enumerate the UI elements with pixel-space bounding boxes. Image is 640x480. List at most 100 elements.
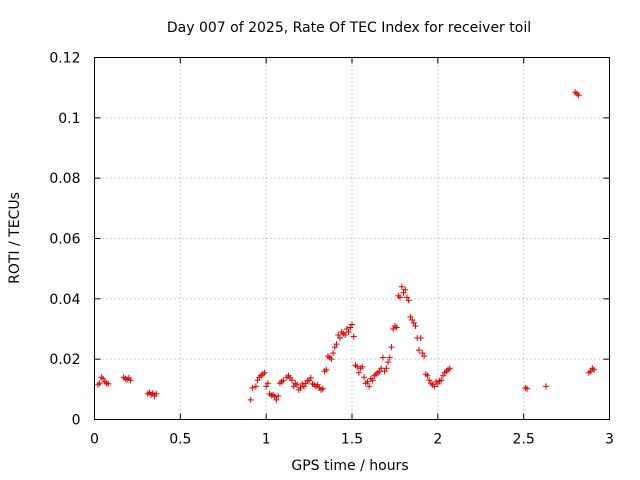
data-point — [400, 289, 407, 296]
data-point — [438, 377, 445, 384]
x-tick-label: 1 — [262, 432, 271, 448]
data-point — [149, 389, 156, 396]
y-tick-label: 0.12 — [49, 51, 80, 67]
data-point — [403, 294, 410, 301]
data-point — [386, 354, 393, 361]
data-point — [345, 329, 352, 336]
data-point — [424, 372, 431, 379]
data-point — [300, 383, 307, 390]
x-tick-label: 0.5 — [169, 432, 191, 448]
data-point — [419, 350, 426, 357]
y-tick-label: 0.02 — [49, 352, 80, 368]
data-point — [294, 381, 301, 388]
data-point — [439, 372, 446, 379]
y-tick-label: 0.08 — [49, 171, 80, 187]
data-point — [434, 380, 441, 387]
data-point — [297, 384, 304, 391]
data-point — [383, 365, 390, 372]
data-point — [431, 383, 438, 390]
data-point — [446, 365, 453, 372]
data-point — [591, 366, 598, 373]
y-axis-label: ROTI / TECUs — [7, 192, 23, 284]
data-point — [421, 353, 428, 360]
data-point — [412, 322, 419, 329]
data-point — [252, 383, 259, 390]
data-point — [264, 380, 271, 387]
data-point — [249, 384, 256, 391]
data-point — [542, 383, 549, 390]
data-point — [376, 368, 383, 375]
data-point — [342, 332, 349, 339]
data-point — [343, 326, 350, 332]
data-point — [271, 393, 278, 400]
data-point — [388, 344, 395, 351]
y-tick-label: 0 — [72, 413, 81, 429]
data-point — [381, 368, 388, 375]
data-point — [280, 377, 287, 384]
data-point — [335, 332, 342, 339]
data-point — [347, 324, 354, 331]
data-point — [328, 356, 335, 363]
data-point — [323, 366, 330, 373]
data-point — [385, 359, 392, 366]
data-point — [349, 321, 355, 328]
grid-lines — [94, 57, 610, 420]
data-point — [336, 335, 343, 342]
data-point — [390, 326, 397, 332]
data-point — [369, 377, 376, 384]
x-tick-label: 1.5 — [341, 432, 363, 448]
data-point — [378, 365, 385, 372]
data-point — [350, 333, 357, 340]
data-point — [355, 369, 362, 376]
data-point — [263, 383, 270, 390]
data-point — [330, 350, 337, 357]
data-point — [426, 377, 433, 384]
data-point — [247, 396, 254, 403]
data-point — [405, 297, 412, 304]
data-point — [359, 363, 366, 370]
x-tick-label: 2.5 — [513, 432, 535, 448]
data-point — [153, 390, 160, 397]
plot-frame — [94, 57, 610, 420]
x-axis-label: GPS time / hours — [291, 458, 408, 474]
data-point — [407, 313, 414, 320]
data-point — [307, 374, 314, 381]
x-tick-label: 2 — [433, 432, 442, 448]
data-point — [96, 380, 103, 387]
data-point — [409, 316, 416, 323]
data-point — [393, 324, 400, 331]
data-point — [331, 344, 338, 351]
data-point — [366, 383, 373, 390]
data-point — [290, 383, 297, 390]
data-point — [524, 385, 531, 392]
data-point — [402, 286, 409, 293]
data-point — [100, 375, 107, 382]
data-point — [354, 363, 361, 370]
data-point — [575, 92, 582, 99]
y-tick-label: 0.1 — [58, 111, 80, 127]
data-point — [417, 335, 424, 342]
data-point — [261, 369, 268, 376]
data-point — [397, 294, 404, 301]
y-tick-label: 0.06 — [49, 232, 80, 248]
data-point — [410, 319, 417, 326]
data-point — [415, 347, 422, 354]
data-point — [379, 354, 386, 361]
data-point — [105, 380, 112, 387]
data-point — [273, 396, 280, 403]
data-point — [398, 283, 405, 290]
data-point — [587, 368, 594, 375]
data-point — [275, 392, 282, 399]
data-point — [314, 381, 321, 388]
data-point — [288, 377, 295, 384]
data-point — [361, 374, 368, 381]
data-point — [127, 377, 134, 384]
data-point — [364, 378, 371, 385]
data-points — [94, 89, 598, 403]
x-tick-label: 0 — [90, 432, 99, 448]
data-point — [333, 341, 340, 348]
x-tick-label: 3 — [605, 432, 614, 448]
axis-ticks: 0 0.5 1 1.5 2 2.5 3 0 0.02 0.04 0.06 0.08 0.1 0.12 — [49, 51, 614, 448]
data-point — [319, 385, 326, 392]
